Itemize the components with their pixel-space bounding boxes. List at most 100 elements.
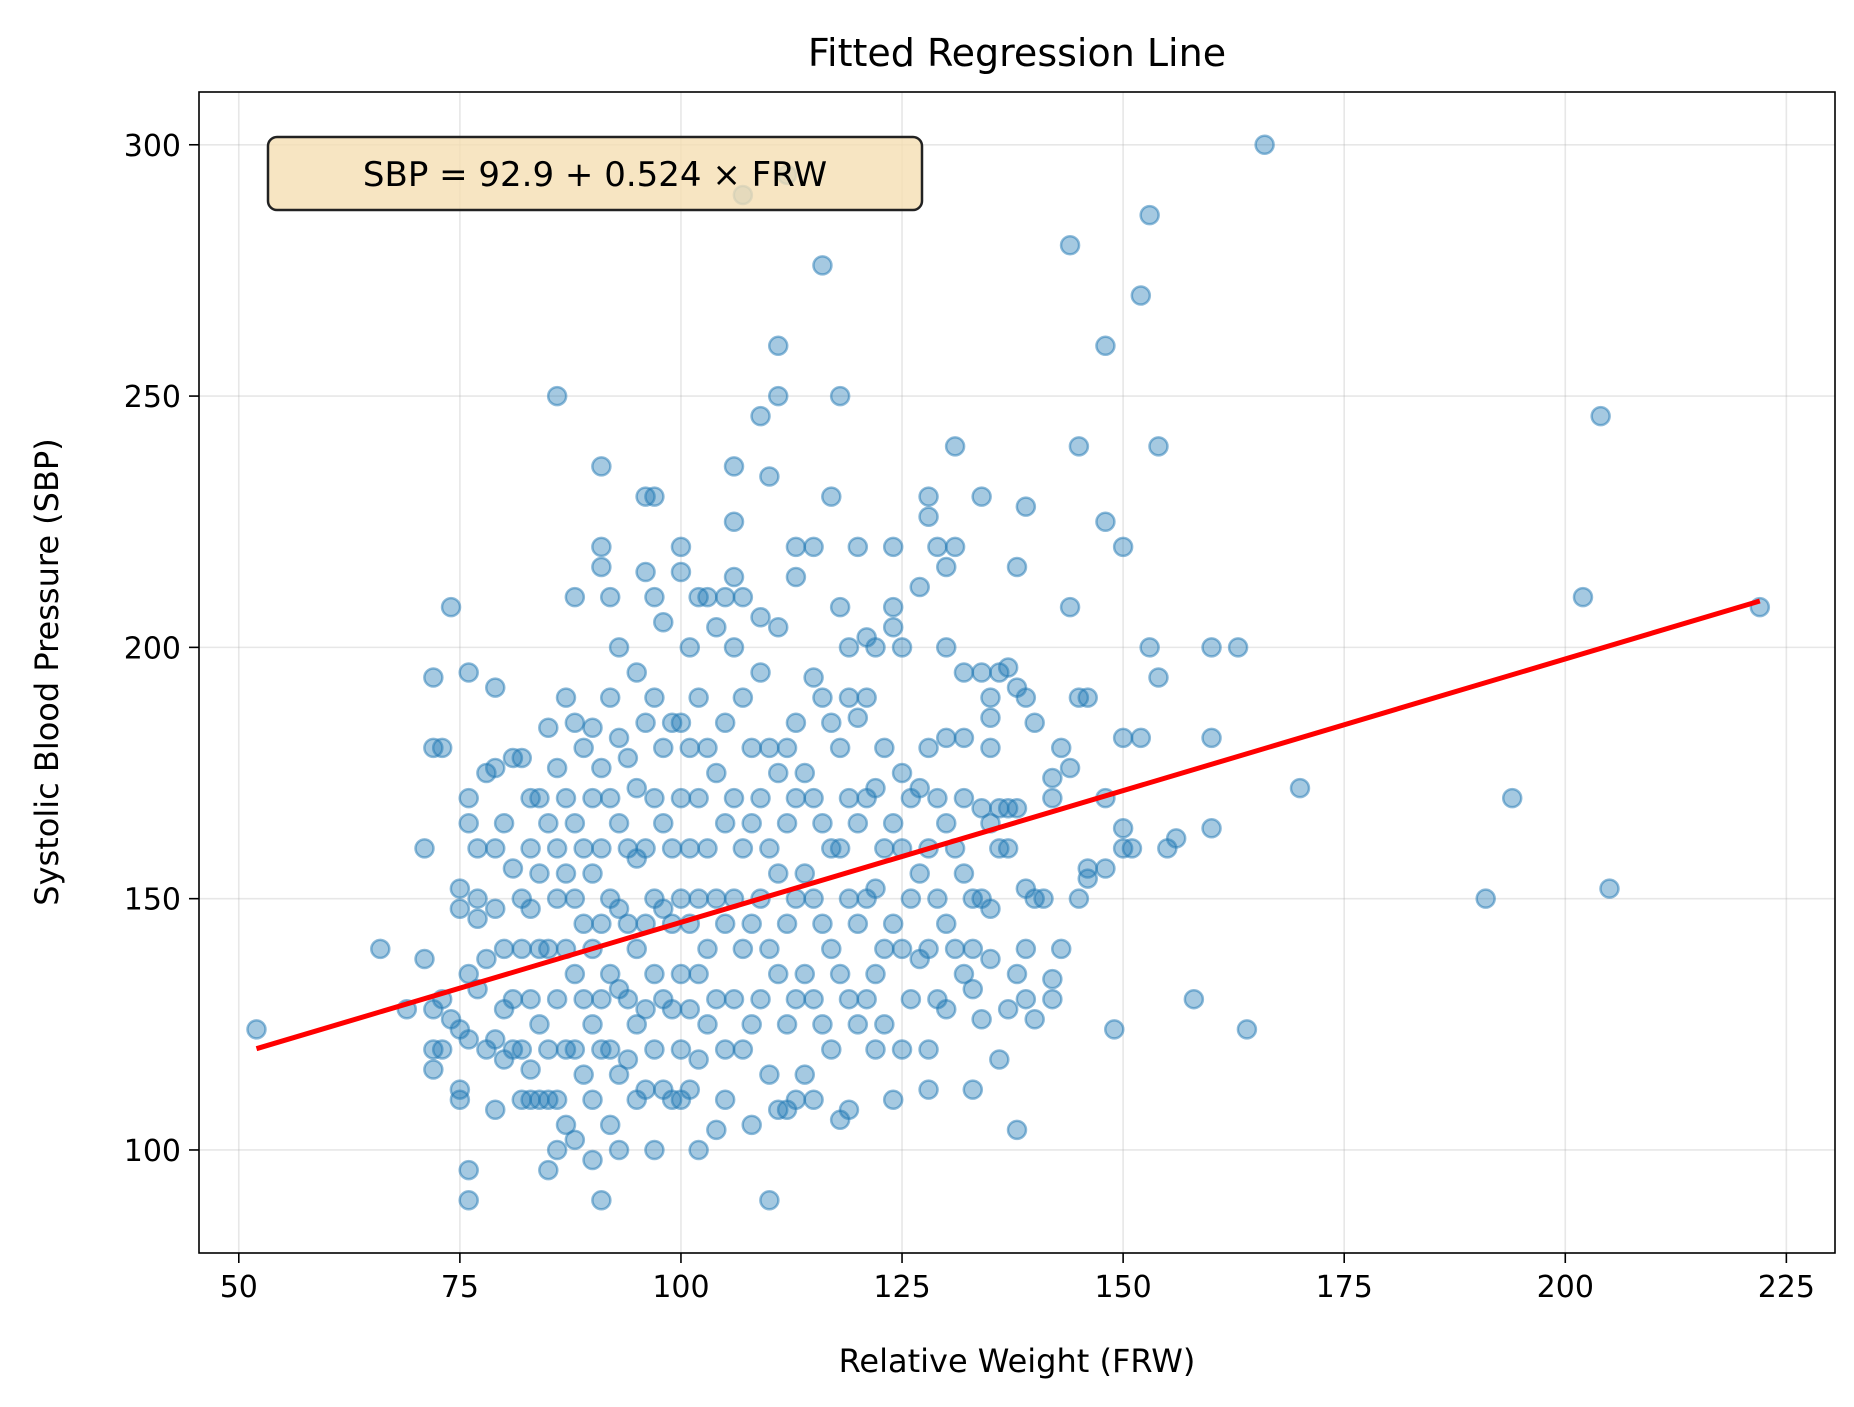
scatter-point xyxy=(644,1139,665,1161)
scatter-point xyxy=(936,727,957,749)
scatter-point xyxy=(414,838,435,859)
scatter-point xyxy=(538,813,559,834)
scatter-point xyxy=(821,1039,842,1060)
scatter-point xyxy=(511,747,533,769)
y-axis-ticks: 100 150 200 250 300 xyxy=(124,129,199,1169)
equation-text: SBP = 92.9 + 0.524 × FRW xyxy=(363,155,827,195)
scatter-point xyxy=(989,1049,1010,1070)
scatter-point xyxy=(1006,797,1028,819)
scatter-point xyxy=(980,737,1001,759)
scatter-point xyxy=(484,898,506,919)
scatter-point xyxy=(971,1009,992,1030)
scatter-point xyxy=(599,963,621,985)
scatter-point xyxy=(573,1064,594,1085)
x-tick-label: 175 xyxy=(1316,1270,1373,1305)
scatter-point xyxy=(865,777,886,799)
scatter-point xyxy=(776,737,798,759)
scatter-point xyxy=(679,838,701,859)
scatter-point xyxy=(1024,712,1045,734)
scatter-point xyxy=(670,712,692,734)
scatter-point xyxy=(423,667,444,688)
scatter-point xyxy=(918,1079,939,1100)
scatter-point xyxy=(785,566,807,588)
scatter-point xyxy=(414,948,435,970)
scatter-point xyxy=(1015,687,1037,708)
scatter-point xyxy=(1139,204,1160,226)
scatter-point xyxy=(484,677,506,698)
scatter-point xyxy=(538,1039,559,1060)
scatter-point xyxy=(997,657,1019,678)
scatter-point xyxy=(670,787,692,809)
scatter-point xyxy=(564,712,586,734)
scatter-point xyxy=(838,637,860,658)
scatter-point xyxy=(900,888,922,909)
scatter-point xyxy=(1042,767,1063,789)
equation-box xyxy=(266,135,924,212)
scatter-point xyxy=(626,662,647,683)
scatter-point xyxy=(1139,637,1160,658)
scatter-point xyxy=(980,948,1001,970)
scatter-point xyxy=(679,998,701,1020)
scatter-point xyxy=(936,813,957,834)
scatter-point xyxy=(1059,757,1081,779)
scatter-point xyxy=(882,617,904,638)
scatter-point xyxy=(679,637,701,658)
scatter-point xyxy=(812,1014,833,1035)
scatter-point xyxy=(759,838,780,859)
scatter-point xyxy=(520,1059,541,1080)
scatter-point xyxy=(484,757,506,779)
scatter-point xyxy=(767,335,789,357)
scatter-point xyxy=(573,913,594,935)
scatter-point xyxy=(829,838,851,859)
scatter-point xyxy=(865,637,886,658)
scatter-point xyxy=(591,838,612,859)
scatter-point xyxy=(882,596,904,618)
scatter-point xyxy=(759,466,780,487)
scatter-point xyxy=(865,878,886,899)
scatter-point xyxy=(653,737,674,759)
scatter-point xyxy=(891,762,913,784)
scatter-point xyxy=(1042,988,1063,1010)
scatter-point xyxy=(670,1039,692,1060)
scatter-point xyxy=(1077,687,1098,708)
scatter-point xyxy=(582,787,603,809)
scatter-point xyxy=(1042,787,1063,809)
scatter-point xyxy=(785,1089,807,1110)
scatter-point xyxy=(759,938,780,960)
scatter-point xyxy=(847,536,869,558)
scatter-point xyxy=(714,586,736,608)
scatter-point xyxy=(1289,777,1311,799)
scatter-point xyxy=(794,1064,816,1085)
scatter-point xyxy=(688,1139,709,1161)
scatter-point xyxy=(502,988,524,1010)
scatter-point xyxy=(617,913,639,935)
scatter-point xyxy=(1024,1009,1045,1030)
scatter-point xyxy=(1104,1019,1125,1040)
scatter-point xyxy=(874,1014,895,1035)
scatter-point xyxy=(829,596,851,618)
scatter-point xyxy=(918,506,939,527)
scatter-point xyxy=(750,405,771,427)
scatter-point xyxy=(1112,536,1134,558)
scatter-point xyxy=(909,863,930,884)
scatter-point xyxy=(440,596,462,618)
scatter-point xyxy=(688,888,709,909)
scatter-point xyxy=(484,838,506,859)
scatter-point xyxy=(564,963,586,985)
scatter-point xyxy=(1148,436,1169,457)
scatter-point xyxy=(714,1089,736,1110)
x-tick-label: 50 xyxy=(220,1270,258,1305)
scatter-point xyxy=(759,737,780,759)
scatter-point xyxy=(635,712,656,734)
scatter-point xyxy=(546,757,568,779)
scatter-point xyxy=(882,813,904,834)
plot-frame xyxy=(198,91,1836,1254)
scatter-point xyxy=(838,687,860,708)
scatter-point xyxy=(697,938,718,960)
scatter-point xyxy=(714,913,736,935)
scatter-point xyxy=(750,988,771,1010)
scatter-point xyxy=(546,988,568,1010)
scatter-point xyxy=(1599,878,1620,899)
scatter-point xyxy=(608,637,630,658)
scatter-point xyxy=(635,1079,656,1100)
